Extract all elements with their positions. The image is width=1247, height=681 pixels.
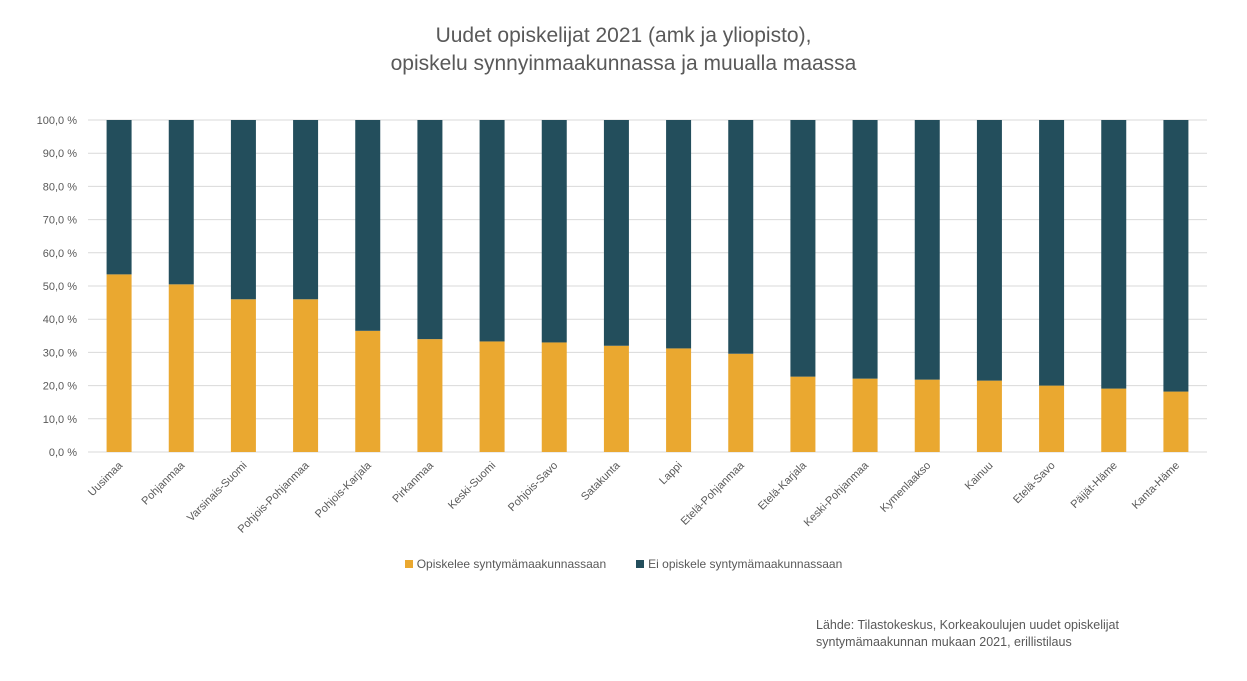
bar-ei-opiskele bbox=[541, 120, 567, 343]
bar-ei-opiskele bbox=[976, 120, 1002, 381]
bar-opiskelee bbox=[168, 284, 194, 452]
x-category-label: Kanta-Häme bbox=[1130, 460, 1182, 512]
legend-item-opiskelee: Opiskelee syntymämaakunnassaan bbox=[404, 557, 607, 571]
bar-opiskelee bbox=[914, 379, 940, 452]
bar-ei-opiskele bbox=[666, 120, 692, 349]
bar-opiskelee bbox=[230, 299, 256, 452]
y-tick-label: 80,0 % bbox=[43, 181, 77, 193]
bar-ei-opiskele bbox=[603, 120, 629, 346]
legend-swatch-ei-opiskele bbox=[636, 560, 645, 568]
bar-ei-opiskele bbox=[479, 120, 505, 342]
bar-ei-opiskele bbox=[106, 120, 132, 275]
x-category-label: Uusimaa bbox=[86, 459, 126, 499]
bar-ei-opiskele bbox=[293, 120, 319, 300]
bar-opiskelee bbox=[728, 353, 754, 452]
y-tick-label: 20,0 % bbox=[43, 381, 77, 393]
x-category-label: Pohjois-Savo bbox=[506, 460, 560, 514]
bar-ei-opiskele bbox=[355, 120, 381, 331]
bar-ei-opiskele bbox=[1101, 120, 1127, 389]
bar-opiskelee bbox=[790, 376, 816, 452]
bar-opiskelee bbox=[355, 330, 381, 452]
x-category-label: Etelä-Karjala bbox=[756, 459, 810, 513]
y-tick-label: 50,0 % bbox=[43, 281, 77, 293]
y-axis-ticks: 0,0 % 10,0 % 20,0 % 30,0 % 40,0 % 50,0 % 60,0 … bbox=[37, 115, 78, 459]
bar-opiskelee bbox=[106, 274, 132, 452]
x-category-label: Varsinais-Suomi bbox=[185, 460, 250, 525]
bar-ei-opiskele bbox=[790, 120, 816, 377]
chart-title: Uudet opiskelijat 2021 (amk ja yliopisto… bbox=[0, 22, 1247, 78]
bar-opiskelee bbox=[1163, 391, 1189, 452]
bar-ei-opiskele bbox=[168, 120, 194, 285]
x-category-label: Etelä-Pohjanmaa bbox=[679, 459, 748, 528]
y-tick-label: 60,0 % bbox=[43, 248, 77, 260]
bar-ei-opiskele bbox=[230, 120, 256, 300]
y-tick-label: 100,0 % bbox=[37, 115, 78, 127]
bar-ei-opiskele bbox=[728, 120, 754, 354]
source-line1: Lähde: Tilastokeskus, Korkeakoulujen uud… bbox=[816, 618, 1119, 632]
bar-ei-opiskele bbox=[1163, 120, 1189, 392]
y-tick-label: 30,0 % bbox=[43, 347, 77, 359]
y-tick-label: 0,0 % bbox=[49, 447, 77, 459]
x-category-label: Etelä-Savo bbox=[1011, 460, 1058, 507]
bar-opiskelee bbox=[976, 380, 1002, 452]
chart-title-line2: opiskelu synnyinmaakunnassa ja muualla m… bbox=[390, 52, 857, 75]
legend: Opiskelee syntymämaakunnassaan Ei opiske… bbox=[0, 557, 1247, 571]
bar-opiskelee bbox=[1039, 385, 1065, 452]
x-category-label: Pohjanmaa bbox=[140, 459, 188, 507]
bar-ei-opiskele bbox=[852, 120, 878, 379]
x-category-label: Satakunta bbox=[579, 459, 623, 503]
bar-ei-opiskele bbox=[914, 120, 940, 380]
y-tick-label: 10,0 % bbox=[43, 414, 77, 426]
bar-opiskelee bbox=[852, 378, 878, 452]
bar-opiskelee bbox=[293, 299, 319, 452]
chart-title-line1: Uudet opiskelijat 2021 (amk ja yliopisto… bbox=[435, 24, 812, 47]
legend-label-ei-opiskele: Ei opiskele syntymämaakunnassaan bbox=[648, 557, 843, 571]
x-category-label: Pohjois-Pohjanmaa bbox=[236, 459, 313, 536]
bars bbox=[106, 120, 1189, 452]
y-tick-label: 70,0 % bbox=[43, 215, 77, 227]
bar-opiskelee bbox=[417, 339, 443, 452]
bar-opiskelee bbox=[1101, 388, 1127, 452]
bar-ei-opiskele bbox=[1039, 120, 1065, 386]
legend-label-opiskelee: Opiskelee syntymämaakunnassaan bbox=[416, 557, 607, 571]
x-category-label: Kainuu bbox=[963, 460, 996, 493]
bar-opiskelee bbox=[603, 345, 629, 452]
x-category-label: Kymenlaakso bbox=[878, 460, 933, 515]
bar-opiskelee bbox=[666, 348, 692, 452]
bar-ei-opiskele bbox=[417, 120, 443, 340]
x-category-label: Keski-Pohjanmaa bbox=[802, 459, 872, 529]
source-note: Lähde: Tilastokeskus, Korkeakoulujen uud… bbox=[816, 617, 1236, 651]
x-category-label: Lappi bbox=[657, 460, 685, 488]
bar-opiskelee bbox=[541, 342, 567, 452]
x-axis-categories: Uusimaa PohjanmaaVarsinais-SuomiPohjois-P… bbox=[86, 459, 1182, 536]
source-line2: syntymämaakunnan mukaan 2021, erillistil… bbox=[816, 635, 1072, 649]
x-category-label: Keski-Suomi bbox=[446, 460, 498, 512]
legend-item-ei-opiskele: Ei opiskele syntymämaakunnassaan bbox=[636, 557, 842, 571]
legend-swatch-opiskelee bbox=[404, 560, 413, 568]
y-tick-label: 40,0 % bbox=[43, 314, 77, 326]
x-category-label: Päijät-Häme bbox=[1069, 460, 1120, 511]
x-category-label: Pirkanmaa bbox=[390, 459, 436, 505]
y-tick-label: 90,0 % bbox=[43, 148, 77, 160]
x-category-label: Pohjois-Karjala bbox=[313, 459, 374, 520]
gridlines bbox=[88, 119, 1207, 453]
bar-opiskelee bbox=[479, 341, 505, 452]
